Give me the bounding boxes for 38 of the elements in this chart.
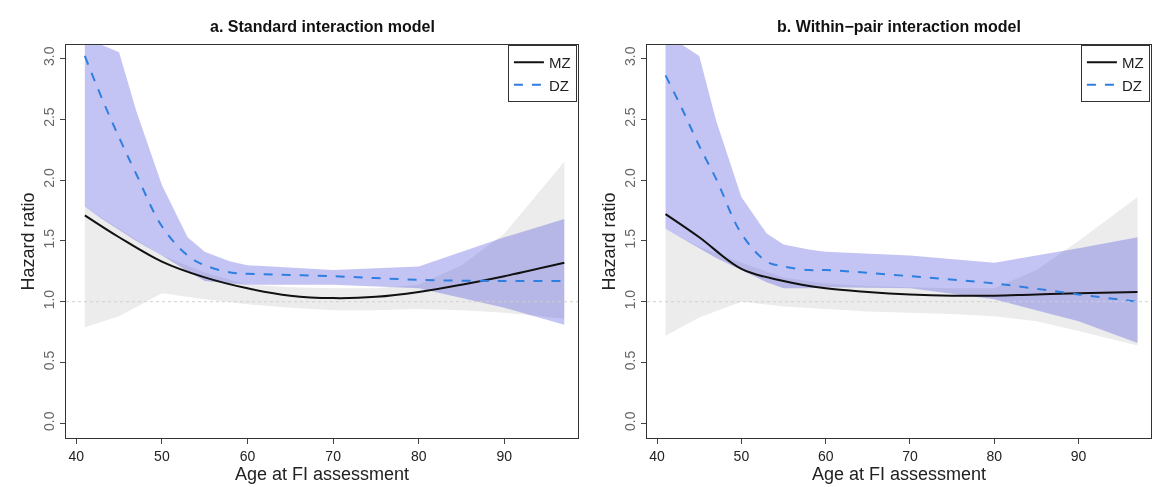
y-tick-label: 2.5 [41, 107, 58, 127]
chart-title: a. Standard interaction model [210, 18, 435, 35]
y-tick-label: 2.0 [622, 168, 639, 188]
x-tick-label: 50 [154, 447, 170, 464]
x-tick-label: 40 [68, 447, 85, 464]
x-tick-label: 40 [649, 447, 666, 464]
y-axis-title: Hazard ratio [17, 192, 38, 291]
y-tick-label: 3.0 [622, 46, 639, 67]
y-tick-label: 2.5 [622, 107, 639, 127]
legend-label: MZ [548, 54, 571, 72]
y-tick-label: 0.0 [41, 411, 58, 432]
y-tick-label: 1.5 [622, 228, 639, 249]
x-tick-label: 70 [325, 447, 342, 464]
x-tick-label: 80 [410, 447, 427, 464]
x-tick-label: 60 [239, 447, 256, 464]
x-axis-title: Age at FI assessment [234, 463, 410, 484]
x-tick-label: 90 [496, 447, 513, 464]
legend-label: DZ [548, 76, 569, 94]
y-tick-label: 0.5 [41, 350, 58, 371]
line-series [83, 214, 566, 300]
y-tick-label: 2.0 [41, 168, 58, 188]
x-tick-label: 60 [817, 447, 834, 464]
x-tick-label: 50 [733, 447, 750, 464]
legend-label: DZ [1121, 76, 1142, 94]
line-series [664, 213, 1139, 297]
legend-label: MZ [1121, 54, 1144, 72]
x-tick-label: 80 [986, 447, 1003, 464]
y-tick-label: 1.5 [41, 228, 58, 249]
x-tick-label: 70 [902, 447, 918, 464]
x-tick-label: 90 [1070, 447, 1087, 464]
x-axis-title: Age at FI assessment [811, 463, 987, 484]
y-axis-title: Hazard ratio [598, 192, 619, 291]
y-tick-label: 1.0 [41, 289, 58, 310]
y-tick-label: 3.0 [41, 46, 58, 67]
chart-title: b. Within−pair interaction model [777, 18, 1021, 35]
y-tick-label: 0.5 [622, 350, 639, 371]
y-tick-label: 1.0 [622, 289, 639, 310]
y-tick-label: 0.0 [622, 411, 639, 432]
